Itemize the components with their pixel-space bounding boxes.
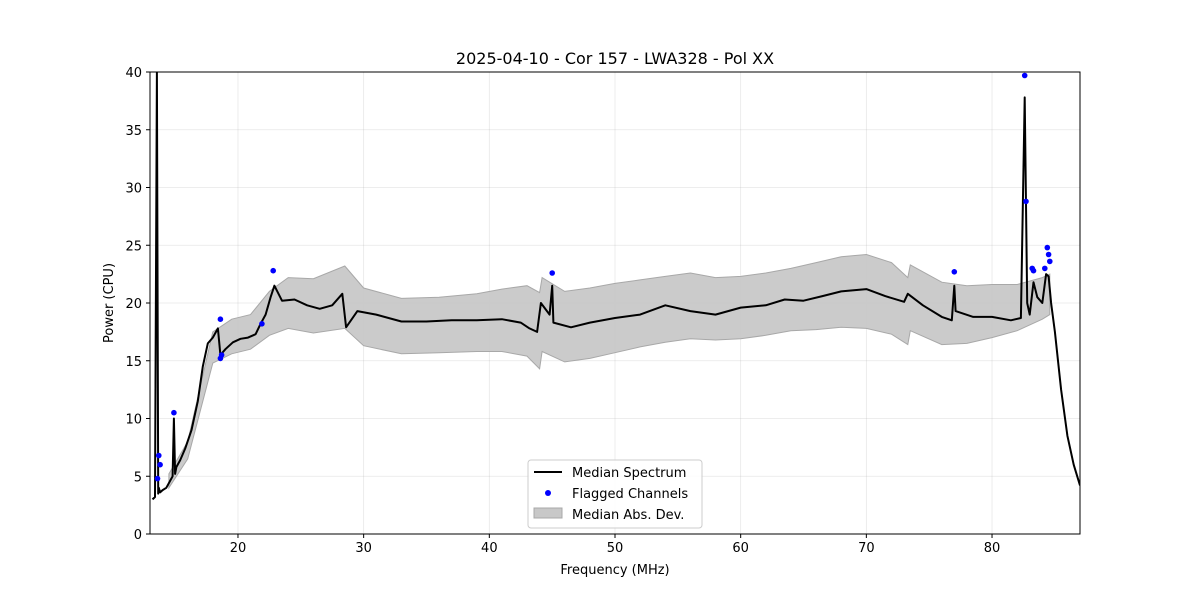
- flagged-channel-point: [171, 409, 177, 416]
- flagged-channel-point: [1047, 258, 1053, 265]
- legend-mad-swatch: [533, 507, 563, 519]
- x-tick-label: 40: [481, 541, 498, 556]
- flagged-channel-point: [157, 461, 163, 468]
- y-tick-label: 30: [125, 182, 142, 197]
- flagged-channel-point: [1044, 244, 1051, 251]
- legend-flagged-label: Flagged Channels: [572, 487, 688, 502]
- y-tick-label: 15: [125, 355, 142, 370]
- y-tick-label: 35: [125, 124, 142, 139]
- x-tick-label: 30: [355, 541, 372, 556]
- flagged-channel-point: [154, 475, 161, 482]
- flagged-channel-point: [259, 321, 265, 327]
- x-tick-label: 20: [230, 541, 247, 556]
- legend-median-label: Median Spectrum: [572, 466, 686, 481]
- x-tick-label: 70: [858, 541, 875, 556]
- flagged-channel-point: [218, 352, 225, 358]
- y-tick-label: 20: [125, 297, 142, 312]
- legend-mad-label: Median Abs. Dev.: [572, 508, 684, 523]
- median-spectrum-line: [151, 72, 1080, 501]
- y-axis-label: Power (CPU): [102, 263, 117, 343]
- legend-flagged-swatch: [545, 490, 551, 496]
- y-tick-label: 40: [125, 66, 142, 81]
- y-tick-label: 5: [134, 470, 142, 485]
- flagged-channel-point: [549, 270, 555, 276]
- flagged-channel-point: [1045, 251, 1052, 258]
- mad-band: [168, 253, 1051, 490]
- flagged-channel-point: [156, 452, 162, 459]
- flagged-channel-point: [1023, 198, 1029, 205]
- flagged-channel-point: [951, 269, 958, 275]
- flagged-channel-point: [1030, 267, 1037, 274]
- y-tick-label: 0: [134, 528, 142, 543]
- ticks: 20 30 40 50 60 70 80 0 5 10 15 20 25 30 35 40: [125, 66, 1000, 556]
- y-tick-label: 10: [125, 413, 142, 428]
- x-tick-label: 50: [607, 541, 624, 556]
- x-tick-label: 60: [732, 541, 749, 556]
- legend: Median Spectrum Flagged Channels Median …: [527, 459, 703, 529]
- y-tick-label: 25: [125, 239, 142, 254]
- x-axis-label: Frequency (MHz): [560, 563, 669, 578]
- plot-area: [151, 72, 1080, 501]
- flagged-channel-point: [1042, 265, 1048, 272]
- legend-frame: [527, 459, 703, 529]
- flagged-channel-point: [217, 316, 224, 323]
- flagged-channel-point: [1021, 72, 1028, 79]
- x-tick-label: 80: [984, 541, 1001, 556]
- flagged-channel-point: [270, 267, 277, 274]
- chart-title: 2025-04-10 - Cor 157 - LWA328 - Pol XX: [456, 49, 774, 68]
